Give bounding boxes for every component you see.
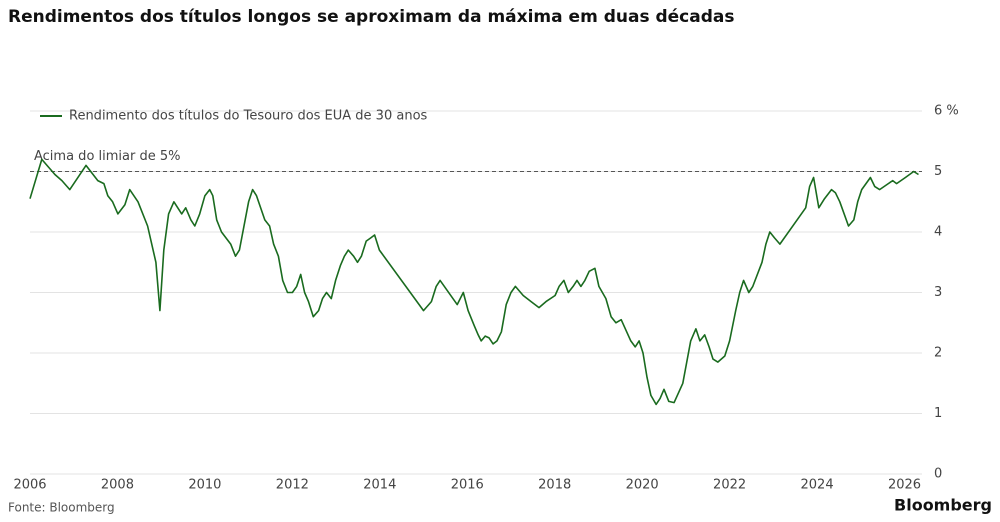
y-tick-label: 6 %: [934, 104, 959, 119]
x-tick-label: 2020: [626, 478, 659, 493]
x-tick-label: 2016: [451, 478, 484, 493]
y-tick-label: 4: [934, 225, 942, 240]
line-series: [29, 158, 919, 406]
brand: Bloomberg: [894, 496, 992, 515]
legend-label: Rendimento dos títulos do Tesouro dos EU…: [69, 109, 428, 124]
x-tick-label: 2006: [13, 478, 46, 493]
y-tick-label: 5: [934, 164, 942, 179]
x-tick-label: 2008: [101, 478, 134, 493]
x-tick-label: 2012: [276, 478, 309, 493]
x-tick-label: 2022: [713, 478, 746, 493]
x-tick-label: 2026: [888, 478, 921, 493]
x-tick-label: 2014: [363, 478, 396, 493]
x-tick-label: 2018: [538, 478, 571, 493]
source: Fonte: Bloomberg: [8, 501, 115, 515]
y-tick-label: 2: [934, 346, 942, 361]
x-tick-label: 2024: [801, 478, 834, 493]
x-tick-label: 2010: [188, 478, 221, 493]
y-tick-label: 0: [934, 467, 942, 482]
y-tick-label: 3: [934, 285, 942, 300]
y-tick-label: 1: [934, 406, 942, 421]
chart-title: Rendimentos dos títulos longos se aproxi…: [8, 7, 734, 27]
threshold-label: Acima do limiar de 5%: [34, 149, 180, 164]
